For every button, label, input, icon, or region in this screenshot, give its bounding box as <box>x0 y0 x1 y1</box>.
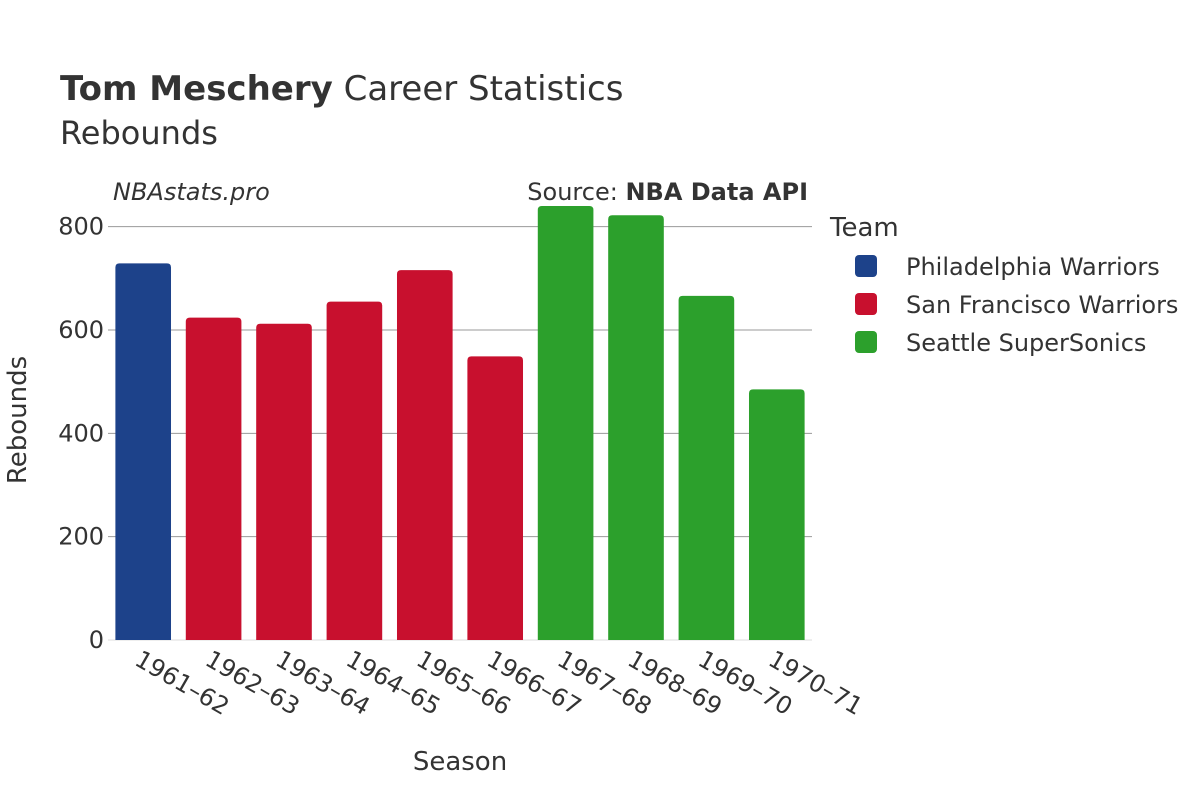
x-axis-ticks: 1961–621962–631963–641964–651965–661966–… <box>130 645 867 721</box>
y-tick-label: 600 <box>58 316 104 344</box>
legend-label: Philadelphia Warriors <box>906 253 1160 281</box>
legend-item[interactable]: Seattle SuperSonics <box>855 329 1146 357</box>
legend-title: Team <box>829 213 899 243</box>
y-axis-ticks: 0 200 400 600 800 <box>58 213 104 654</box>
title-player-name: Tom Meschery <box>60 69 333 109</box>
bar-1964–65[interactable] <box>326 301 383 640</box>
bar-1965–66[interactable] <box>396 270 453 640</box>
bar-1963–64[interactable] <box>256 323 312 640</box>
x-axis-title: Season <box>413 747 507 777</box>
source-name: NBA Data API <box>625 178 808 206</box>
chart-title: Tom Meschery Career Statistics <box>60 69 623 109</box>
legend-item[interactable]: Philadelphia Warriors <box>855 253 1160 281</box>
chart-subtitle: Rebounds <box>60 114 218 152</box>
legend-swatch <box>855 331 877 353</box>
bar-1962–63[interactable] <box>185 317 242 640</box>
y-tick-label: 400 <box>58 419 104 447</box>
bars <box>115 206 805 641</box>
bar-1969–70[interactable] <box>678 295 735 640</box>
y-axis-title: Rebounds <box>3 356 33 484</box>
watermark: NBAstats.pro <box>113 178 270 206</box>
bar-1970–71[interactable] <box>748 389 805 640</box>
legend: Philadelphia Warriors San Francisco Warri… <box>855 253 1178 357</box>
title-rest: Career Statistics <box>333 69 624 109</box>
bar-1968–69[interactable] <box>608 215 664 641</box>
y-tick-label: 800 <box>58 213 104 241</box>
legend-label: San Francisco Warriors <box>906 291 1178 319</box>
legend-swatch <box>855 293 877 315</box>
bar-1961–62[interactable] <box>115 263 172 640</box>
y-tick-label: 200 <box>58 523 104 551</box>
legend-item[interactable]: San Francisco Warriors <box>855 291 1178 319</box>
bar-1966–67[interactable] <box>467 356 524 640</box>
legend-swatch <box>855 255 877 277</box>
legend-label: Seattle SuperSonics <box>906 329 1146 357</box>
source-prefix: Source: <box>527 178 625 206</box>
source-label: Source: NBA Data API <box>527 178 808 206</box>
bar-1967–68[interactable] <box>537 206 594 640</box>
y-tick-label: 0 <box>89 626 104 654</box>
